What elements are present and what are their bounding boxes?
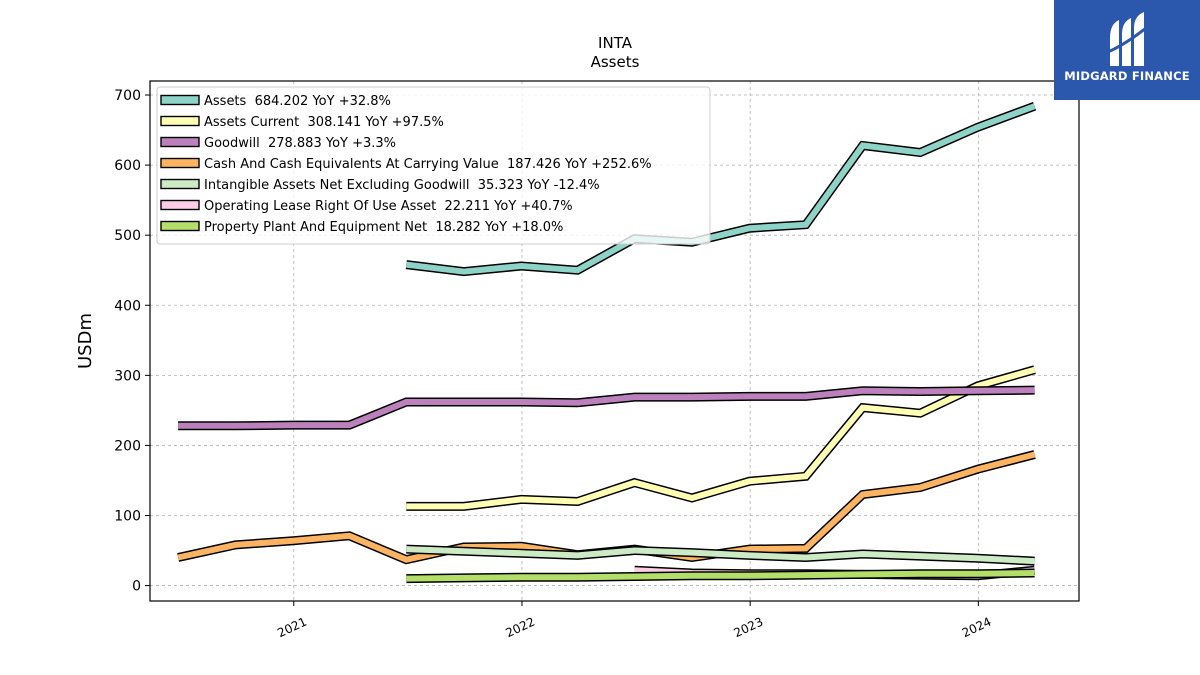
legend-label: Property Plant And Equipment Net 18.282 … bbox=[204, 220, 563, 235]
legend-label: Goodwill 278.883 YoY +3.3% bbox=[204, 136, 396, 151]
y-axis-label: USDm bbox=[75, 313, 96, 369]
legend-swatch bbox=[160, 199, 200, 211]
brand-logo: MIDGARD FINANCE bbox=[1054, 0, 1200, 100]
brand-mark-icon bbox=[1107, 12, 1147, 66]
x-tick-label: 2024 bbox=[960, 615, 994, 641]
y-tick-label: 600 bbox=[114, 158, 141, 174]
x-tick-label: 2022 bbox=[503, 615, 537, 641]
legend-swatch bbox=[160, 115, 200, 127]
y-tick-label: 0 bbox=[132, 579, 141, 595]
x-tick-label: 2023 bbox=[732, 615, 766, 641]
legend-label: Assets Current 308.141 YoY +97.5% bbox=[204, 115, 444, 130]
series-line-3 bbox=[178, 385, 1035, 431]
legend-swatch bbox=[160, 157, 200, 169]
x-tick-label: 2021 bbox=[275, 615, 309, 641]
series-line-4 bbox=[177, 450, 1036, 565]
plot-frame bbox=[149, 80, 1080, 602]
legend-swatch bbox=[160, 136, 200, 148]
y-tick-label: 200 bbox=[114, 438, 141, 454]
legend-label: Assets 684.202 YoY +32.8% bbox=[204, 94, 391, 109]
legend-swatch bbox=[160, 178, 200, 190]
brand-name: MIDGARD FINANCE bbox=[1064, 69, 1190, 83]
legend: Assets 684.202 YoY +32.8% Assets Current … bbox=[156, 86, 711, 245]
chart-subtitle: Assets bbox=[591, 53, 640, 71]
legend-label: Cash And Cash Equivalents At Carrying Va… bbox=[204, 157, 652, 172]
series-line-7 bbox=[406, 568, 1035, 584]
legend-swatch bbox=[160, 220, 200, 232]
series-line-2 bbox=[406, 365, 1036, 511]
y-tick-label: 100 bbox=[114, 509, 141, 525]
y-tick-label: 700 bbox=[114, 88, 141, 104]
legend-box bbox=[156, 86, 711, 245]
chart-title: INTA bbox=[598, 34, 633, 52]
y-tick-label: 400 bbox=[114, 298, 141, 314]
y-tick-label: 500 bbox=[114, 228, 141, 244]
series-line-1 bbox=[405, 101, 1037, 277]
legend-label: Operating Lease Right Of Use Asset 22.21… bbox=[204, 199, 573, 214]
axes: 0 100 200 300 400 500 600 700 2021 2022 2023 2024 bbox=[114, 88, 993, 640]
y-tick-label: 300 bbox=[114, 368, 141, 384]
legend-swatch bbox=[160, 94, 200, 106]
series-line-5 bbox=[406, 544, 1035, 566]
series-layer bbox=[177, 101, 1037, 584]
legend-label: Intangible Assets Net Excluding Goodwill… bbox=[204, 178, 600, 193]
